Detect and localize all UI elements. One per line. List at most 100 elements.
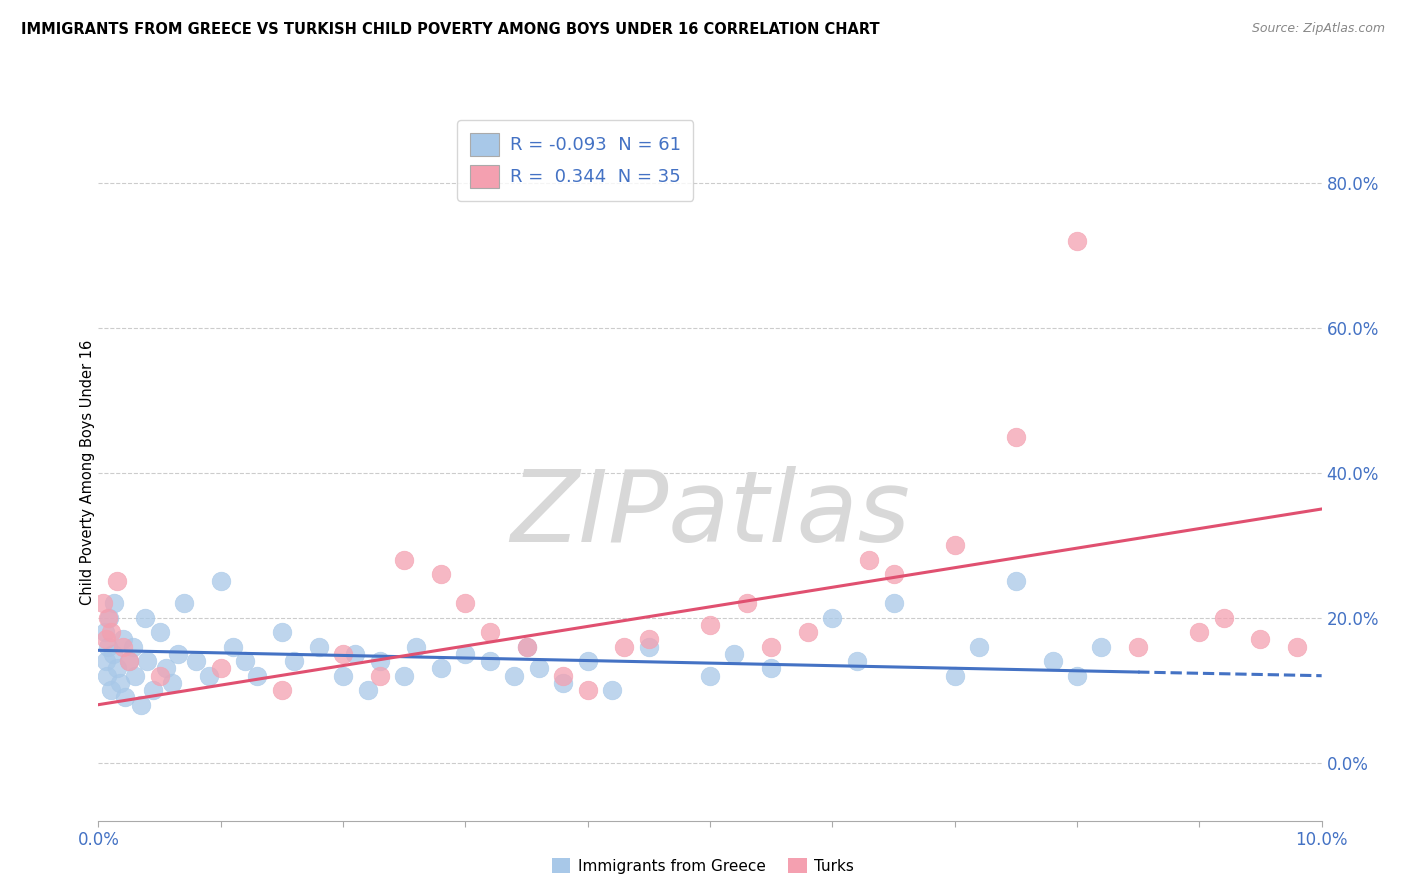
Point: [600, 683, 623, 698]
Point: [516, 640, 538, 654]
Point: [1128, 640, 1150, 654]
Point: [883, 596, 905, 610]
Text: IMMIGRANTS FROM GREECE VS TURKISH CHILD POVERTY AMONG BOYS UNDER 16 CORRELATION : IMMIGRANTS FROM GREECE VS TURKISH CHILD …: [21, 22, 880, 37]
Point: [110, 676, 132, 690]
Point: [943, 669, 966, 683]
Point: [1004, 574, 1026, 589]
Point: [270, 625, 294, 640]
Point: [430, 567, 453, 582]
Point: [209, 661, 232, 675]
Point: [118, 654, 141, 668]
Point: [197, 669, 219, 683]
Point: [1188, 625, 1211, 640]
Point: [105, 661, 128, 675]
Point: [478, 625, 501, 640]
Point: [638, 640, 661, 654]
Point: [405, 640, 427, 654]
Point: [142, 683, 165, 698]
Point: [283, 654, 305, 668]
Point: [100, 625, 122, 640]
Point: [503, 669, 526, 683]
Point: [332, 669, 354, 683]
Point: [160, 676, 183, 690]
Point: [100, 683, 122, 698]
Point: [1250, 632, 1272, 647]
Point: [845, 654, 868, 668]
Point: [136, 654, 159, 668]
Point: [516, 640, 538, 654]
Point: [735, 596, 758, 610]
Point: [699, 618, 721, 632]
Point: [576, 654, 599, 668]
Point: [553, 669, 575, 683]
Point: [638, 632, 661, 647]
Point: [1066, 669, 1088, 683]
Point: [356, 683, 378, 698]
Text: Source: ZipAtlas.com: Source: ZipAtlas.com: [1251, 22, 1385, 36]
Point: [821, 611, 844, 625]
Point: [94, 654, 117, 668]
Point: [797, 625, 820, 640]
Point: [149, 669, 172, 683]
Point: [103, 596, 125, 610]
Point: [98, 611, 121, 625]
Point: [576, 683, 599, 698]
Point: [368, 654, 391, 668]
Point: [270, 683, 294, 698]
Point: [1090, 640, 1112, 654]
Point: [114, 690, 136, 705]
Point: [1066, 234, 1088, 248]
Point: [1042, 654, 1064, 668]
Point: [332, 647, 354, 661]
Point: [111, 632, 134, 647]
Point: [368, 669, 391, 683]
Point: [344, 647, 367, 661]
Point: [124, 669, 146, 683]
Point: [858, 552, 880, 567]
Point: [723, 647, 745, 661]
Point: [883, 567, 905, 582]
Point: [94, 632, 117, 647]
Point: [246, 669, 269, 683]
Point: [761, 640, 783, 654]
Point: [699, 669, 721, 683]
Point: [613, 640, 636, 654]
Point: [527, 661, 550, 675]
Point: [308, 640, 330, 654]
Point: [121, 640, 143, 654]
Text: ZIPatlas: ZIPatlas: [510, 466, 910, 563]
Point: [97, 640, 120, 654]
Point: [392, 552, 416, 567]
Point: [454, 596, 477, 610]
Point: [967, 640, 990, 654]
Point: [167, 647, 190, 661]
Point: [149, 625, 172, 640]
Point: [186, 654, 208, 668]
Point: [155, 661, 177, 675]
Y-axis label: Child Poverty Among Boys Under 16: Child Poverty Among Boys Under 16: [80, 340, 94, 606]
Point: [111, 640, 134, 654]
Legend: R = -0.093  N = 61, R =  0.344  N = 35: R = -0.093 N = 61, R = 0.344 N = 35: [457, 120, 693, 201]
Point: [392, 669, 416, 683]
Point: [222, 640, 245, 654]
Point: [430, 661, 453, 675]
Point: [134, 611, 156, 625]
Point: [96, 669, 118, 683]
Point: [454, 647, 477, 661]
Point: [173, 596, 195, 610]
Point: [761, 661, 783, 675]
Point: [91, 596, 114, 610]
Point: [943, 538, 966, 552]
Point: [118, 654, 141, 668]
Point: [553, 676, 575, 690]
Legend: Immigrants from Greece, Turks: Immigrants from Greece, Turks: [546, 852, 860, 880]
Point: [1286, 640, 1309, 654]
Point: [101, 647, 124, 661]
Point: [129, 698, 152, 712]
Point: [93, 625, 115, 640]
Point: [1004, 429, 1026, 443]
Point: [1212, 611, 1234, 625]
Point: [97, 611, 120, 625]
Point: [233, 654, 256, 668]
Point: [209, 574, 232, 589]
